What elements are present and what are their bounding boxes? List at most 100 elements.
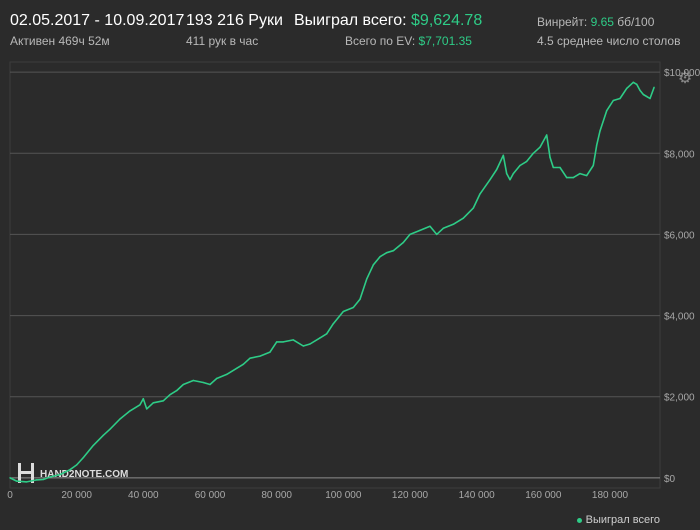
data-point: [225, 373, 228, 376]
x-tick-label: 140 000: [459, 490, 496, 501]
data-point: [145, 408, 148, 410]
data-point: [182, 383, 185, 386]
y-axis: $0 $2,000 $4,000 $6,000 $8,000 $10,000: [664, 68, 700, 485]
data-point: [559, 166, 561, 169]
data-point: [235, 367, 238, 370]
data-point: [169, 393, 171, 396]
ev-total: Всего по EV: $7,701.35: [345, 34, 472, 48]
data-point: [592, 164, 595, 167]
data-point: [332, 322, 335, 325]
data-point: [612, 99, 615, 102]
data-point: [585, 174, 588, 177]
data-point: [419, 229, 421, 232]
data-point: [452, 223, 455, 225]
date-range[interactable]: 02.05.2017 - 10.09.2017: [10, 12, 185, 29]
data-point: [119, 418, 121, 420]
hands-count: 193 216 Руки: [186, 12, 283, 29]
data-point: [512, 172, 515, 175]
data-point: [442, 227, 445, 230]
gear-icon[interactable]: ⚙: [677, 70, 693, 87]
data-point: [352, 306, 355, 309]
grid: [9, 61, 661, 489]
y-tick-label: $2,000: [664, 393, 695, 404]
legend[interactable]: Выиграл всего: [576, 514, 660, 526]
data-point: [472, 207, 475, 209]
data-point: [275, 341, 278, 343]
data-point: [565, 176, 568, 179]
data-point: [152, 402, 155, 404]
data-point: [292, 339, 295, 341]
winrate: Винрейт: 9.65 бб/100: [537, 15, 654, 29]
data-point: [502, 154, 505, 157]
hand2note-logo-icon: [18, 463, 34, 483]
data-point: [653, 86, 655, 89]
data-point: [435, 233, 438, 236]
data-point: [92, 444, 95, 447]
x-tick-label: 100 000: [325, 490, 362, 501]
data-point: [59, 473, 61, 476]
data-point: [402, 241, 405, 244]
x-tick-label: 160 000: [525, 490, 562, 501]
winrate-value: 9.65: [590, 15, 614, 29]
data-point: [269, 351, 271, 353]
data-point: [162, 400, 165, 402]
active-time: Активен 469ч 52м: [10, 34, 110, 48]
data-point: [645, 95, 648, 98]
data-point: [579, 172, 581, 175]
plot-frame: [9, 61, 661, 489]
data-point: [365, 278, 368, 280]
data-point: [142, 398, 145, 400]
series: [9, 81, 655, 483]
data-point: [109, 428, 111, 430]
won-total-label: Выиграл всего:: [294, 12, 407, 29]
data-point: [632, 81, 635, 83]
data-point: [309, 343, 311, 345]
winrate-unit: бб/100: [617, 15, 655, 29]
data-point: [15, 480, 18, 482]
x-tick-label: 180 000: [592, 490, 629, 501]
data-point: [649, 97, 651, 100]
y-tick-label: $10,000: [664, 68, 700, 79]
data-point: [479, 193, 481, 195]
data-point: [82, 456, 85, 459]
data-point: [409, 233, 411, 236]
avg-tables: 4.5 среднее число столов: [537, 34, 681, 48]
data-point: [215, 377, 218, 380]
data-point: [302, 345, 305, 347]
data-point: [325, 333, 328, 335]
data-point: [525, 160, 528, 163]
data-point: [509, 178, 511, 181]
data-point: [102, 434, 105, 436]
data-point: [35, 479, 38, 481]
data-point: [319, 337, 321, 339]
data-point: [9, 477, 11, 479]
data-point: [495, 168, 498, 171]
data-point: [572, 176, 575, 179]
data-point: [192, 379, 195, 382]
data-point: [619, 97, 621, 100]
data-point: [462, 217, 465, 219]
x-axis: 0 20 000 40 000 60 000 80 000 100 000 120 000 1…: [7, 490, 628, 501]
series-line: [9, 81, 655, 483]
data-point: [25, 481, 28, 483]
ev-label: Всего по EV:: [345, 34, 416, 48]
data-point: [639, 89, 641, 92]
watermark-text: HAND2NOTE.COM: [40, 469, 128, 480]
data-point: [259, 355, 261, 357]
data-point: [42, 478, 45, 481]
header: 02.05.2017 - 10.09.2017 Активен 469ч 52м…: [0, 0, 700, 60]
data-point: [429, 225, 431, 228]
y-tick-label: $8,000: [664, 149, 695, 160]
data-point: [392, 249, 395, 252]
data-point: [545, 134, 548, 136]
watermark: HAND2NOTE.COM: [18, 463, 128, 483]
legend-label: Выиграл всего: [585, 514, 660, 526]
data-point: [505, 172, 508, 175]
won-total: Выиграл всего: $9,624.78: [294, 12, 482, 30]
x-tick-label: 80 000: [261, 490, 292, 501]
data-point: [175, 389, 178, 392]
x-tick-label: 120 000: [392, 490, 429, 501]
data-point: [139, 404, 141, 406]
data-point: [605, 109, 608, 112]
data-point: [75, 464, 78, 466]
